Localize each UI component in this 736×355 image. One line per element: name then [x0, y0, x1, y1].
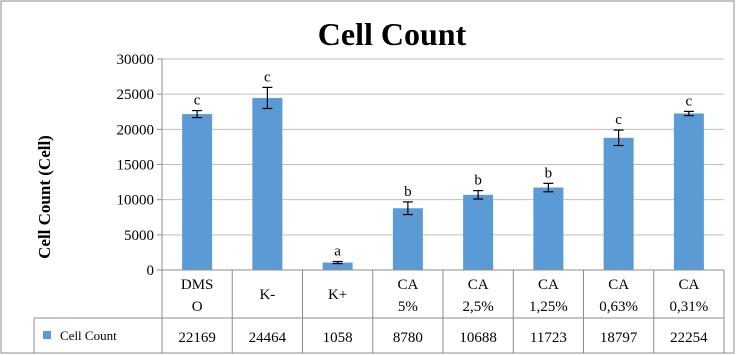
- table-value-cell: 22254: [670, 330, 708, 346]
- category-label: DMS O: [181, 277, 214, 315]
- category-label-line: 0,31%: [670, 299, 709, 315]
- significance-label: b: [474, 173, 482, 189]
- table-value-cell: 10688: [459, 330, 497, 346]
- category-label-line: CA: [678, 277, 699, 293]
- category-label-line: CA: [468, 277, 489, 293]
- category-label-line: 1,25%: [529, 299, 568, 315]
- bar: [252, 97, 283, 271]
- y-tick-label: 30000: [117, 52, 155, 68]
- y-axis-label: Cell Count (Cell): [35, 135, 54, 259]
- y-tick-label: 15000: [117, 158, 155, 174]
- category-label: CA 5%: [397, 277, 418, 315]
- significance-label: c: [194, 93, 201, 109]
- y-tick-label: 5000: [124, 228, 154, 244]
- category-label: K-: [259, 287, 275, 303]
- legend-swatch: [43, 331, 51, 339]
- table-value-cell: 24464: [249, 330, 287, 346]
- bar: [182, 114, 213, 270]
- bar: [322, 262, 353, 270]
- significance-labels: c c a b b b c c: [194, 69, 693, 259]
- category-label-line: CA: [397, 277, 418, 293]
- table-value-cell: 18797: [600, 330, 638, 346]
- category-label: CA 2,5%: [463, 277, 494, 315]
- category-label: K+: [328, 287, 347, 303]
- y-tick-label: 0: [147, 263, 155, 279]
- category-label: CA 0,31%: [670, 277, 709, 315]
- chart-title: Cell Count: [318, 16, 467, 52]
- bar: [673, 113, 704, 271]
- bar: [463, 194, 494, 270]
- significance-label: b: [545, 165, 553, 181]
- table-value-cell: 1058: [323, 330, 353, 346]
- category-label-line: DMS: [181, 277, 214, 293]
- significance-label: c: [686, 93, 693, 109]
- significance-label: c: [264, 69, 271, 85]
- y-tick-label: 25000: [117, 87, 155, 103]
- error-bars: [192, 86, 694, 265]
- table-value-cell: 8780: [393, 330, 423, 346]
- category-label-line: 5%: [398, 299, 418, 315]
- y-tick-label: 10000: [117, 193, 155, 209]
- bar: [392, 208, 423, 270]
- category-label-line: 0,63%: [599, 299, 638, 315]
- legend-label: Cell Count: [60, 328, 117, 343]
- y-tick-label: 20000: [117, 122, 155, 138]
- bar: [533, 187, 564, 270]
- bars: [182, 97, 704, 271]
- category-label-line: CA: [608, 277, 629, 293]
- category-label: CA 1,25%: [529, 277, 568, 315]
- category-label: CA 0,63%: [599, 277, 638, 315]
- category-label-line: CA: [538, 277, 559, 293]
- table-value-cell: 22169: [178, 330, 216, 346]
- significance-label: b: [404, 184, 412, 200]
- data-table: DMS O 22169 K- 24464 K+ 1058 CA 5% 8780 CA 2,5% 1068…: [33, 269, 725, 353]
- table-value-cell: 11723: [530, 330, 567, 346]
- y-axis-ticks: 0 5000 10000 15000 20000 25000 30000: [117, 52, 163, 279]
- significance-label: a: [334, 244, 341, 260]
- category-label-line: O: [192, 299, 203, 315]
- category-label-line: 2,5%: [463, 299, 494, 315]
- bar: [603, 137, 634, 270]
- significance-label: c: [615, 112, 622, 128]
